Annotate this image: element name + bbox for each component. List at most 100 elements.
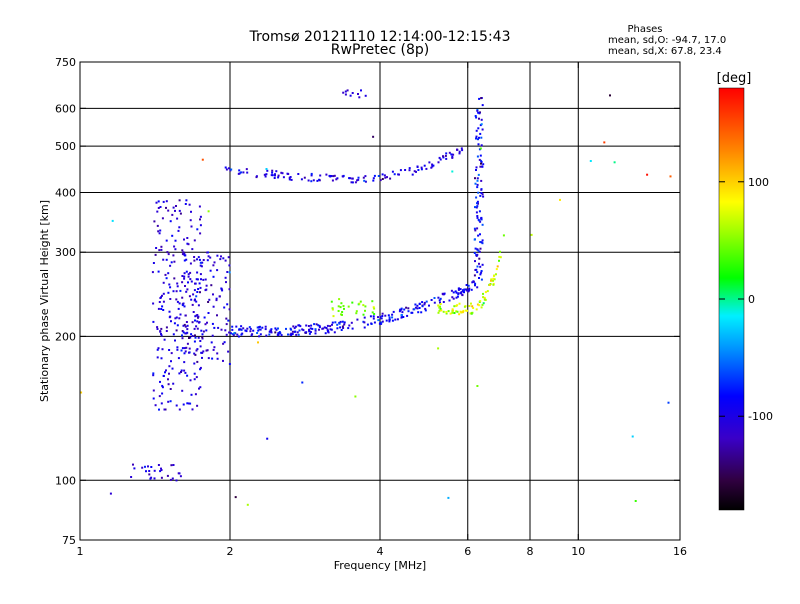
data-point: [153, 469, 156, 472]
data-point: [182, 302, 185, 305]
colorbar-tick-label: 0: [748, 293, 755, 306]
y-tick-label: 75: [62, 534, 76, 547]
data-point: [189, 402, 192, 405]
data-point: [199, 286, 202, 289]
data-point: [466, 309, 469, 312]
data-point: [479, 233, 481, 236]
data-point: [199, 261, 202, 264]
data-point: [257, 329, 260, 332]
data-point: [312, 179, 315, 182]
data-point: [479, 194, 482, 197]
data-point: [439, 303, 442, 305]
data-point: [270, 174, 273, 177]
data-point: [323, 326, 326, 329]
data-point: [478, 112, 481, 115]
data-point: [351, 301, 354, 304]
data-point: [157, 230, 160, 233]
data-point: [212, 275, 215, 278]
data-point: [190, 210, 192, 213]
data-point: [442, 155, 444, 158]
data-point: [168, 316, 171, 319]
data-point: [474, 115, 477, 117]
data-point: [176, 348, 179, 351]
data-point: [167, 291, 170, 294]
data-point: [473, 274, 476, 277]
data-point: [191, 321, 194, 324]
data-point: [357, 178, 360, 181]
data-point: [476, 271, 479, 274]
data-point: [162, 292, 165, 295]
data-point: [158, 232, 161, 235]
data-point: [216, 254, 219, 257]
data-point: [172, 464, 175, 466]
data-point: [364, 180, 367, 183]
data-point: [224, 259, 227, 262]
data-point: [461, 294, 464, 297]
data-point: [226, 303, 229, 306]
data-point: [475, 308, 478, 311]
data-point: [310, 172, 313, 175]
data-point: [438, 309, 441, 312]
data-point: [179, 212, 182, 215]
data-point: [255, 175, 258, 178]
data-point: [341, 325, 344, 328]
data-point: [425, 300, 428, 303]
data-point: [344, 93, 347, 96]
data-point: [475, 166, 478, 169]
data-point: [364, 305, 367, 308]
data-point: [225, 323, 228, 326]
data-point: [295, 333, 298, 336]
data-point: [388, 318, 391, 321]
data-point: [130, 476, 133, 478]
data-point: [184, 371, 187, 374]
data-point: [157, 207, 160, 209]
data-point: [194, 393, 197, 396]
data-point: [460, 147, 463, 150]
data-point: [397, 173, 400, 176]
data-point: [215, 299, 218, 302]
data-point: [161, 305, 164, 308]
data-point: [316, 179, 319, 182]
data-point: [188, 351, 190, 354]
data-point: [193, 378, 196, 381]
data-point: [199, 366, 202, 369]
phase-info-line-o: mean, sd,O: -94.7, 17.0: [608, 35, 726, 46]
data-point: [271, 171, 274, 174]
data-point: [275, 170, 278, 173]
data-point: [285, 327, 287, 330]
data-point: [172, 382, 175, 385]
data-point: [473, 227, 476, 230]
data-point: [198, 387, 200, 390]
data-point: [480, 192, 483, 194]
data-point: [366, 323, 369, 326]
data-point: [225, 317, 228, 320]
data-point: [417, 169, 420, 171]
data-point: [477, 143, 480, 146]
data-point: [271, 174, 274, 177]
data-point: [407, 307, 410, 310]
data-point: [188, 337, 190, 339]
data-point: [381, 178, 384, 180]
data-point: [186, 237, 189, 239]
data-point: [181, 330, 184, 332]
data-point: [474, 177, 476, 180]
data-point: [480, 136, 483, 139]
data-point: [380, 321, 383, 324]
data-point: [111, 219, 114, 222]
data-point: [362, 313, 365, 316]
data-point: [171, 477, 174, 480]
data-point: [386, 176, 388, 179]
data-point: [222, 342, 225, 345]
data-point: [201, 158, 204, 161]
data-point: [173, 322, 176, 325]
data-point: [372, 317, 375, 320]
data-point: [196, 271, 199, 274]
data-point: [405, 306, 408, 309]
data-point: [451, 156, 454, 159]
data-point: [246, 171, 249, 174]
data-point: [420, 311, 423, 314]
data-point: [178, 209, 181, 212]
data-point: [416, 307, 419, 310]
data-point: [196, 404, 199, 407]
data-point: [498, 259, 500, 262]
